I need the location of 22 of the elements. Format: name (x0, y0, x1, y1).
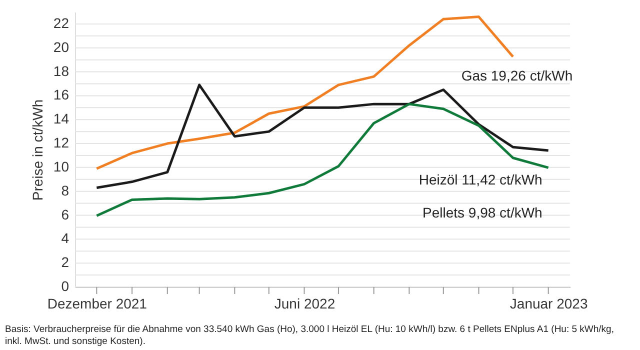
y-tick-label: 2 (61, 254, 70, 270)
y-tick-label: 12 (53, 134, 70, 151)
y-tick-label: 4 (61, 230, 70, 246)
y-tick-label: 0 (61, 278, 70, 294)
text: Basis: Verbraucherpreise für die Abnahme von 33.540 kWh Gas (Ho), 3.000 l Heizöl EL (Hu: 10 kWh/l) bzw. 6 t Pellets ENplus A1 (Hu: 5 kWh/kg, (5, 324, 614, 335)
line-series (95, 84, 550, 190)
y-tick-label: 14 (53, 110, 70, 127)
x-tick-label: Januar 2023 (510, 296, 588, 312)
y-tick-label: 6 (61, 206, 70, 222)
x-tick-label: Juni 2022 (274, 296, 336, 312)
x-tick-label: Dezember 2021 (47, 296, 148, 312)
y-tick-label: 10 (53, 158, 70, 174)
annotation: Pellets 9,98 ct/kWh (422, 204, 542, 221)
y-tick-label: 8 (61, 182, 70, 198)
y-tick-label: 22 (53, 14, 70, 31)
y-tick-label: 20 (53, 38, 70, 55)
y-tick-label: 18 (53, 62, 70, 79)
text: inkl. MwSt. und sonstige Kosten). (5, 336, 146, 347)
y-axis-title: Preise in ct/kWh (30, 99, 46, 201)
y-tick-label: 16 (53, 86, 70, 103)
annotation: Heizöl 11,42 ct/kWh (418, 171, 542, 188)
annotation: Gas 19,26 ct/kWh (461, 68, 573, 84)
